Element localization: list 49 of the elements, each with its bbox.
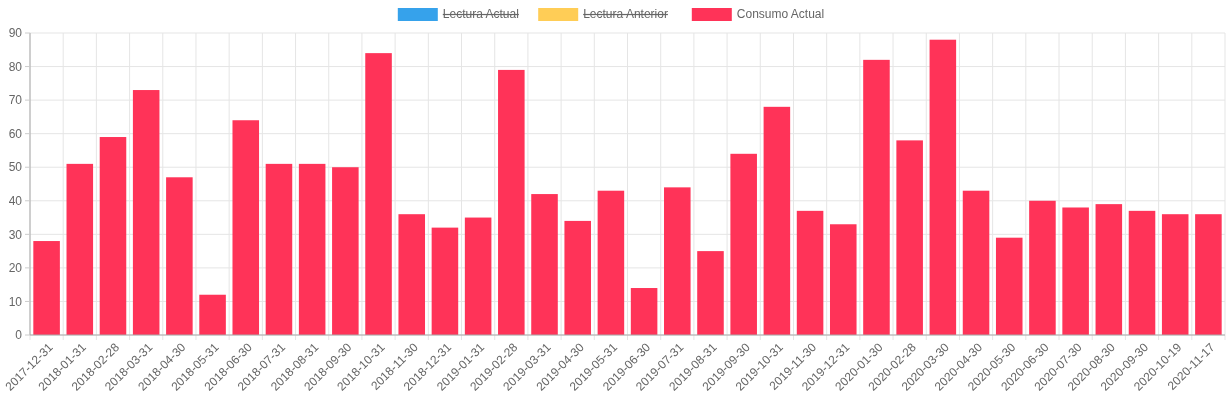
y-tick-label: 50 [8,160,23,175]
bar [896,140,923,335]
bar [298,163,326,335]
bar [365,53,392,335]
y-tick-label: 80 [8,59,23,74]
bar [531,194,558,335]
bar [597,190,625,335]
bar [1128,210,1156,335]
bar [664,187,691,335]
y-tick-label: 60 [8,126,23,141]
bar [166,177,193,335]
bar [431,227,459,335]
bar [464,217,492,335]
y-tick-label: 10 [8,294,23,309]
y-tick-label: 90 [8,26,23,41]
bar [1029,200,1056,335]
bar [796,210,824,335]
bar [332,167,359,335]
bar [730,153,757,335]
bar [232,120,260,335]
bar [863,59,890,335]
legend-label: Consumo Actual [736,7,825,22]
bar [929,39,957,335]
bar [763,106,791,335]
bar [697,251,724,335]
bar [995,237,1023,335]
bar [265,163,293,335]
bar [1195,214,1222,335]
bar [199,294,226,335]
bar [630,288,658,335]
y-tick-label: 40 [8,193,23,208]
y-tick-label: 20 [8,261,23,276]
y-tick-label: 30 [8,227,23,242]
legend-label: Lectura Anterior [583,7,668,22]
y-tick-label: 0 [15,328,23,343]
bar [1161,214,1189,335]
bar [398,214,426,335]
y-tick-label: 70 [8,93,23,108]
bar [33,241,60,335]
bar [66,163,94,335]
bar [1095,204,1123,335]
legend-label: Lectura Actual [442,7,519,22]
bar [498,69,525,335]
bar [829,224,857,335]
bar [1062,207,1089,335]
bar [962,190,990,335]
bar [132,90,160,335]
bar [99,137,127,335]
bar [564,220,591,335]
